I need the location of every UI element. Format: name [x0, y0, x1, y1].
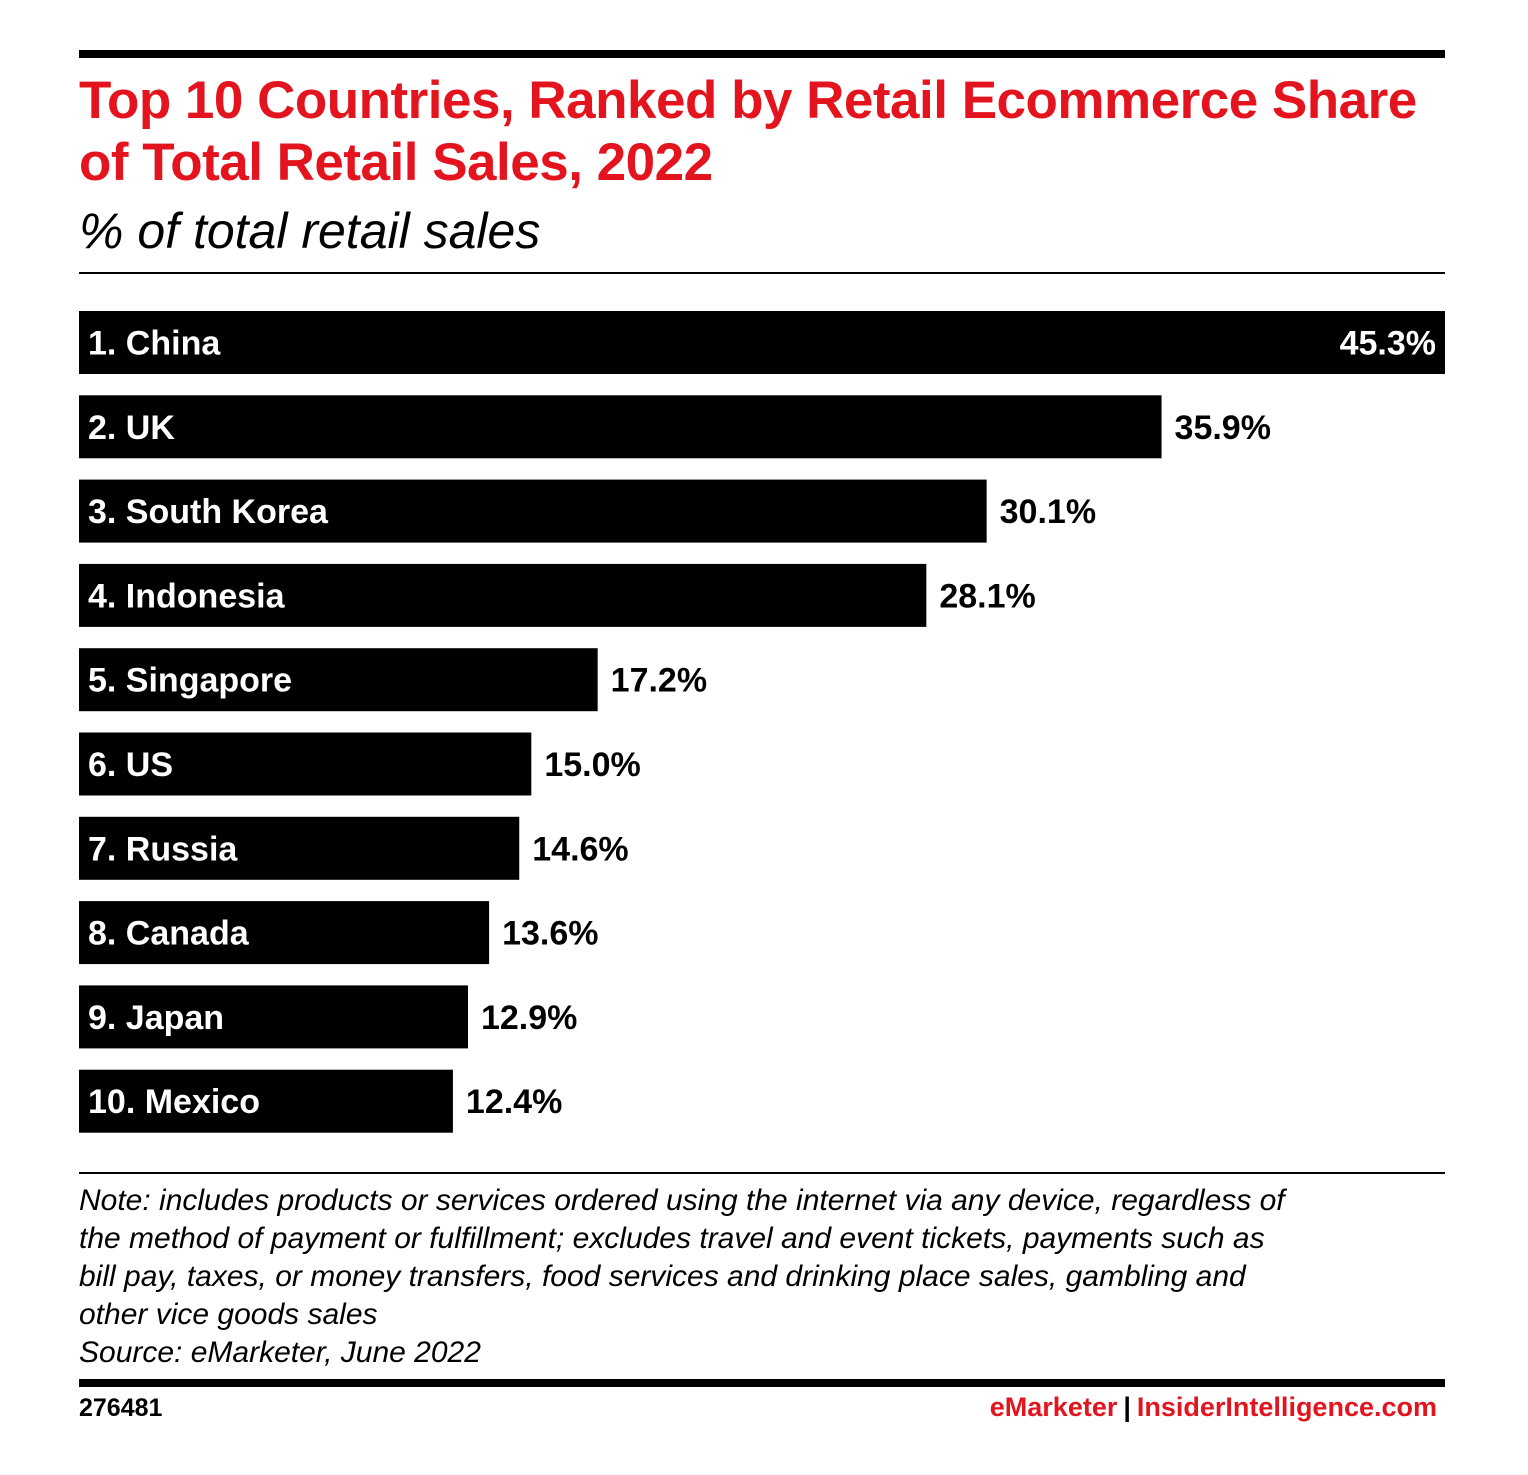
bar: [79, 311, 1445, 374]
value-label: 12.9%: [481, 999, 577, 1037]
bar: [79, 816, 520, 880]
footer-brand: eMarketer | InsiderIntelligence.com: [990, 1392, 1437, 1423]
value-label: 17.2%: [611, 662, 707, 700]
category-label: 7. Russia: [88, 830, 238, 868]
category-label: 4. Indonesia: [88, 577, 286, 615]
value-label: 28.1%: [939, 577, 1035, 615]
brand-separator: |: [1123, 1392, 1131, 1422]
note-divider: [79, 1172, 1445, 1174]
bar: [79, 479, 987, 543]
chart-subtitle: % of total retail sales: [79, 203, 541, 259]
value-label: 30.1%: [1000, 493, 1096, 531]
note-block: Note: includes products or services orde…: [79, 1182, 1445, 1372]
bar: [79, 985, 468, 1049]
value-label: 12.4%: [466, 1083, 562, 1121]
bar: [79, 732, 532, 796]
chart-title: Top 10 Countries, Ranked by Retail Ecomm…: [79, 71, 1417, 192]
bar-chart: 1. China 45.3% 2. UK 35.9% 3. South Korea 30.…: [79, 311, 1445, 1133]
brand-site-link[interactable]: InsiderIntelligence.com: [1136, 1392, 1437, 1422]
bar: [79, 1069, 453, 1133]
bar-group: 2. UK 35.9%: [79, 395, 1271, 459]
category-label: 5. Singapore: [88, 662, 292, 700]
bar-group: 10. Mexico 12.4%: [79, 1069, 562, 1133]
bar-group: 4. Indonesia 28.1%: [79, 563, 1036, 627]
value-label: 14.6%: [532, 830, 628, 868]
category-label: 3. South Korea: [88, 493, 329, 531]
value-label: 45.3%: [1340, 325, 1436, 363]
title-divider: [79, 272, 1445, 274]
bar-group: 3. South Korea 30.1%: [79, 479, 1096, 543]
source-line: Source: eMarketer, June 2022: [79, 1336, 481, 1369]
brand-name: eMarketer: [989, 1392, 1118, 1422]
category-label: 1. China: [88, 325, 221, 363]
bar-group: 1. China 45.3%: [79, 311, 1445, 374]
category-label: 9. Japan: [88, 999, 224, 1037]
chart-id: 276481: [79, 1394, 163, 1422]
bar: [79, 563, 927, 627]
bar-group: 5. Singapore 17.2%: [79, 648, 707, 712]
note-line: other vice goods sales: [79, 1298, 378, 1331]
bar-group: 9. Japan 12.9%: [79, 985, 577, 1049]
value-label: 13.6%: [502, 915, 598, 953]
bar: [79, 395, 1162, 459]
bar: [79, 648, 598, 712]
category-label: 2. UK: [88, 409, 175, 447]
value-label: 35.9%: [1175, 409, 1271, 447]
note-line: the method of payment or fulfillment; ex…: [79, 1222, 1265, 1255]
bar-group: 6. US 15.0%: [79, 732, 641, 796]
category-label: 10. Mexico: [88, 1083, 260, 1121]
bar-group: 7. Russia 14.6%: [79, 816, 629, 880]
note-line: Note: includes products or services orde…: [79, 1184, 1285, 1217]
category-label: 8. Canada: [88, 915, 250, 953]
bar-group: 8. Canada 13.6%: [79, 901, 599, 965]
value-label: 15.0%: [544, 746, 640, 784]
category-label: 6. US: [88, 746, 173, 784]
note-line: bill pay, taxes, or money transfers, foo…: [79, 1260, 1246, 1293]
bar: [79, 901, 490, 965]
bottom-rule: [79, 1379, 1445, 1387]
top-rule: [79, 50, 1445, 58]
